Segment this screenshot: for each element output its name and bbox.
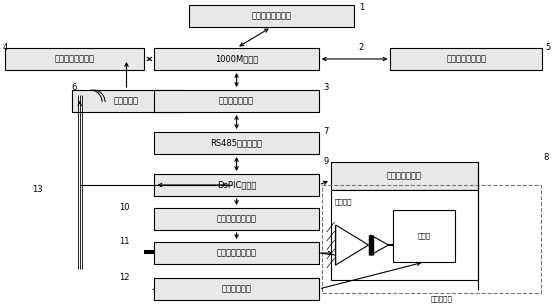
Text: 11: 11 [120,237,130,246]
Bar [394,210,455,262]
Text: 10: 10 [120,203,130,212]
Text: 7: 7 [323,127,329,136]
Bar [390,48,542,70]
Text: 3: 3 [323,83,329,92]
Text: 自动驾驶仪计算机: 自动驾驶仪计算机 [446,54,486,64]
Text: 舵机伺服放大器: 舵机伺服放大器 [387,171,422,181]
Bar [155,90,319,112]
Bar [155,174,319,196]
Text: 教员控制台计算机: 教员控制台计算机 [55,54,95,64]
Text: 13: 13 [32,185,43,194]
Bar [72,90,181,112]
Bar [155,132,319,154]
Bar [5,48,145,70]
Text: 原装并联舵机: 原装并联舵机 [221,285,252,293]
Text: 5: 5 [546,43,551,52]
Bar [155,242,319,264]
Bar [331,190,478,280]
Text: 12: 12 [120,273,130,282]
Text: 电磁力伺服放大器: 电磁力伺服放大器 [216,215,257,223]
Text: 1: 1 [359,3,364,12]
Text: 2: 2 [359,43,364,52]
Text: 9: 9 [323,157,329,166]
Text: 助力器: 助力器 [418,233,431,239]
Text: 6: 6 [72,83,77,92]
Text: 4: 4 [3,43,8,52]
Bar [331,162,478,190]
Text: RS485数据转换器: RS485数据转换器 [210,139,263,147]
Bar [155,208,319,230]
Bar [155,48,319,70]
Text: 电磁力伺服加载器: 电磁力伺服加载器 [216,248,257,257]
Text: 传动机构: 传动机构 [335,198,352,205]
Bar [189,5,354,27]
Bar [155,278,319,300]
Text: 操纵负荷计算机: 操纵负荷计算机 [219,96,254,105]
Text: 被去掉部分: 被去掉部分 [431,295,452,302]
Text: 主飞行仿真计算机: 主飞行仿真计算机 [252,12,291,20]
Text: 光电编码器: 光电编码器 [114,96,139,105]
Text: DsPIC单片机: DsPIC单片机 [217,181,256,189]
Text: 8: 8 [544,153,549,162]
Bar [322,185,541,293]
Text: 1000M以太网: 1000M以太网 [215,54,258,64]
